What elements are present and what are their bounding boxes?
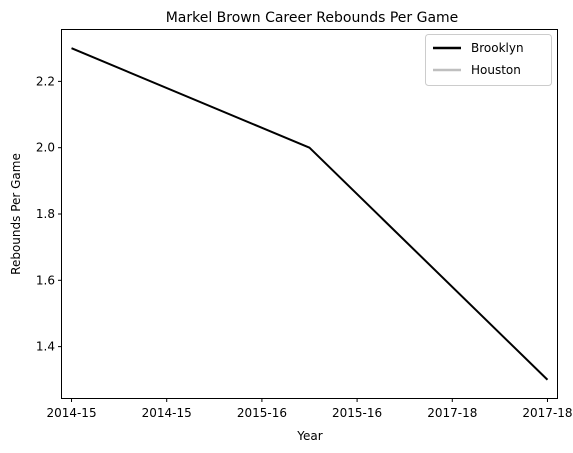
x-tick-label: 2015-16: [237, 406, 287, 420]
x-tick-label: 2017-18: [427, 406, 477, 420]
plot-lines: [71, 47, 549, 381]
x-tick-label: 2014-15: [142, 406, 192, 420]
y-tick-label: 1.4: [36, 340, 55, 354]
x-tick-label: 2014-15: [46, 406, 96, 420]
y-axis-label: Rebounds Per Game: [9, 153, 23, 275]
legend-label-0: Brooklyn: [471, 41, 524, 55]
y-tick-label: 2.2: [36, 74, 55, 88]
x-axis-label: Year: [296, 429, 322, 443]
chart-title: Markel Brown Career Rebounds Per Game: [166, 10, 459, 26]
y-tick-label: 1.8: [36, 207, 55, 221]
x-tick-label: 2015-16: [332, 406, 382, 420]
legend-label-1: Houston: [471, 63, 521, 77]
x-axis: 2014-15 2014-15 2015-16 2015-16 2017-18 2017-…: [46, 398, 573, 420]
x-tick-label: 2017-18: [522, 406, 572, 420]
y-tick-label: 2.0: [36, 141, 55, 155]
legend: Brooklyn Houston: [425, 34, 552, 86]
y-axis: 1.4 1.6 1.8 2.0 2.2: [36, 74, 62, 354]
series-line-0: [71, 47, 549, 381]
y-tick-label: 1.6: [36, 273, 55, 287]
